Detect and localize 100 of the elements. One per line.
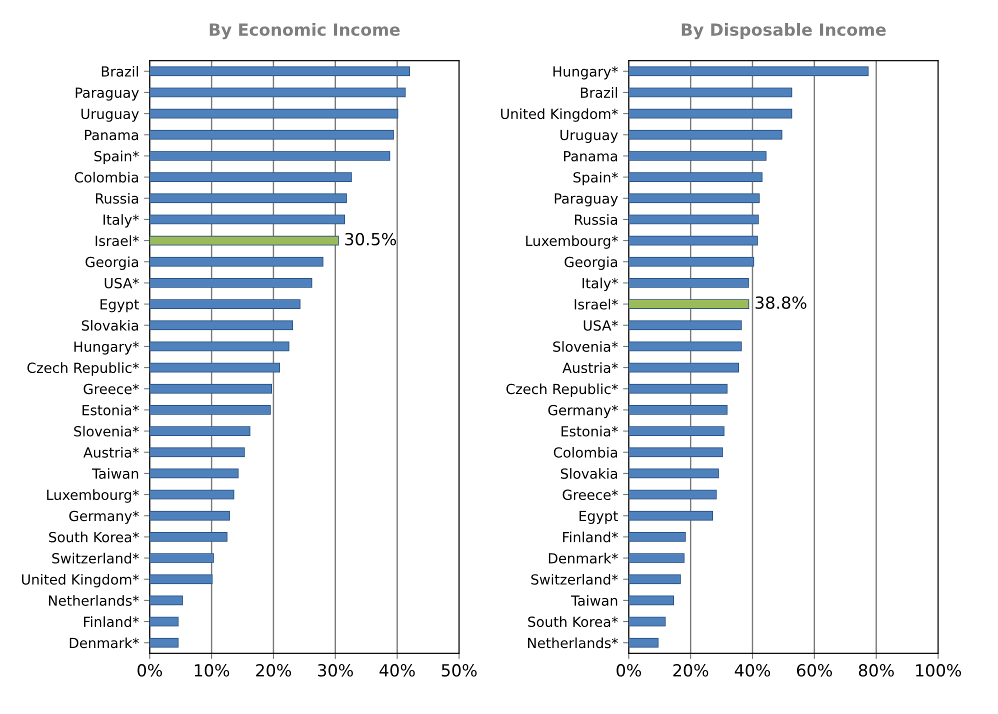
- bar: [628, 574, 681, 584]
- y-tick-label: Israel*: [96, 235, 139, 246]
- y-tick-label: Uruguay: [560, 130, 618, 143]
- bar: [150, 532, 228, 542]
- bar: [628, 468, 719, 478]
- chart-title: By Economic Income: [210, 23, 400, 40]
- bar: [150, 88, 406, 98]
- bar: [628, 108, 792, 118]
- y-tick-label: Netherlands*: [49, 595, 139, 606]
- y-tick-label: Greece*: [562, 490, 618, 500]
- y-tick-label: United Kingdom*: [501, 108, 618, 122]
- y-tick-label: Russia: [575, 214, 618, 225]
- bar: [628, 88, 792, 98]
- y-tick-label: Russia: [96, 192, 138, 204]
- y-tick-label: Panama: [564, 151, 618, 162]
- y-tick-label: Slovenia*: [553, 341, 618, 352]
- x-tick-label: 10%: [194, 664, 230, 677]
- bar: [628, 362, 739, 372]
- bar: [628, 320, 742, 330]
- data-label: 30.5%: [345, 232, 396, 246]
- bar: [150, 66, 410, 76]
- y-tick-label: Spain*: [94, 150, 139, 164]
- bar: [628, 596, 674, 606]
- bar: [628, 256, 754, 267]
- y-tick-label: Brazil: [580, 87, 618, 98]
- y-tick-label: Spain*: [573, 172, 618, 186]
- y-tick-label: Czech Republic*: [27, 362, 139, 376]
- bar: [150, 553, 214, 563]
- data-label: 38.8%: [756, 296, 806, 309]
- y-tick-label: Slovenia*: [74, 426, 139, 437]
- y-tick-label: Greece*: [84, 384, 139, 394]
- bar: [150, 151, 390, 161]
- y-tick-label: Slovakia: [560, 468, 618, 479]
- bar: [150, 236, 339, 246]
- y-tick-label: Estonia*: [562, 426, 618, 437]
- bar: [150, 278, 312, 288]
- y-tick-label: Luxembourg*: [526, 235, 618, 249]
- bar: [628, 151, 767, 161]
- bar: [150, 596, 183, 606]
- x-tick-label: 80%: [858, 664, 894, 677]
- bar: [628, 130, 782, 140]
- y-tick-label: Switzerland*: [531, 574, 618, 585]
- bar: [150, 510, 230, 521]
- bar: [628, 299, 750, 309]
- bar: [628, 447, 723, 458]
- bar: [628, 278, 749, 288]
- y-tick-label: Colombia: [554, 446, 618, 458]
- y-tick-label: Finland*: [563, 532, 618, 542]
- y-tick-label: Paraguay: [76, 88, 139, 101]
- y-tick-label: Denmark*: [548, 552, 618, 564]
- y-tick-label: Georgia: [564, 256, 618, 270]
- bar: [150, 214, 346, 224]
- y-tick-label: Georgia: [86, 256, 138, 270]
- x-tick-label: 30%: [318, 664, 353, 677]
- y-tick-label: Uruguay: [81, 108, 139, 122]
- y-tick-label: Italy*: [582, 278, 618, 292]
- y-tick-label: Netherlands*: [528, 637, 618, 648]
- bar: [150, 130, 394, 140]
- y-tick-label: Panama: [85, 130, 138, 140]
- x-tick-label: 0%: [138, 664, 162, 677]
- y-tick-label: Taiwan: [92, 468, 138, 479]
- bar: [628, 342, 742, 352]
- y-tick-label: Paraguay: [554, 193, 618, 206]
- y-tick-label: Egypt: [580, 510, 618, 524]
- y-tick-label: Switzerland*: [52, 552, 139, 564]
- chart-title: By Disposable Income: [682, 23, 886, 40]
- y-tick-label: Egypt: [100, 299, 139, 312]
- bar: [150, 638, 179, 648]
- bar: [628, 172, 763, 182]
- y-tick-label: Czech Republic*: [506, 383, 618, 397]
- y-tick-label: Hungary*: [553, 66, 618, 80]
- bar: [150, 342, 290, 352]
- x-tick-label: 100%: [916, 664, 962, 677]
- y-tick-label: Germany*: [548, 404, 618, 418]
- bar: [150, 574, 213, 584]
- y-tick-label: Israel*: [574, 298, 618, 310]
- bar: [150, 299, 300, 309]
- y-tick-label: Austria*: [83, 446, 139, 458]
- bar: [150, 490, 234, 500]
- bar: [628, 66, 869, 76]
- x-tick-label: 20%: [673, 664, 708, 677]
- bar: [628, 553, 685, 563]
- y-tick-label: Luxembourg*: [47, 489, 139, 503]
- bar: [150, 426, 250, 436]
- bar: [628, 193, 760, 204]
- bar: [150, 256, 324, 267]
- bar: [628, 214, 759, 224]
- y-tick-label: Denmark*: [70, 637, 139, 648]
- y-tick-label: Italy*: [104, 214, 139, 228]
- y-tick-label: Estonia*: [82, 404, 139, 416]
- bar: [150, 362, 280, 372]
- y-tick-label: USA*: [584, 320, 618, 331]
- bar: [628, 426, 724, 436]
- y-tick-label: South Korea*: [528, 616, 618, 628]
- bar: [150, 320, 294, 330]
- y-tick-label: United Kingdom*: [22, 574, 139, 588]
- y-tick-label: Brazil: [102, 66, 138, 77]
- bar: [628, 490, 717, 500]
- bar: [628, 236, 758, 246]
- y-tick-label: USA*: [104, 278, 139, 288]
